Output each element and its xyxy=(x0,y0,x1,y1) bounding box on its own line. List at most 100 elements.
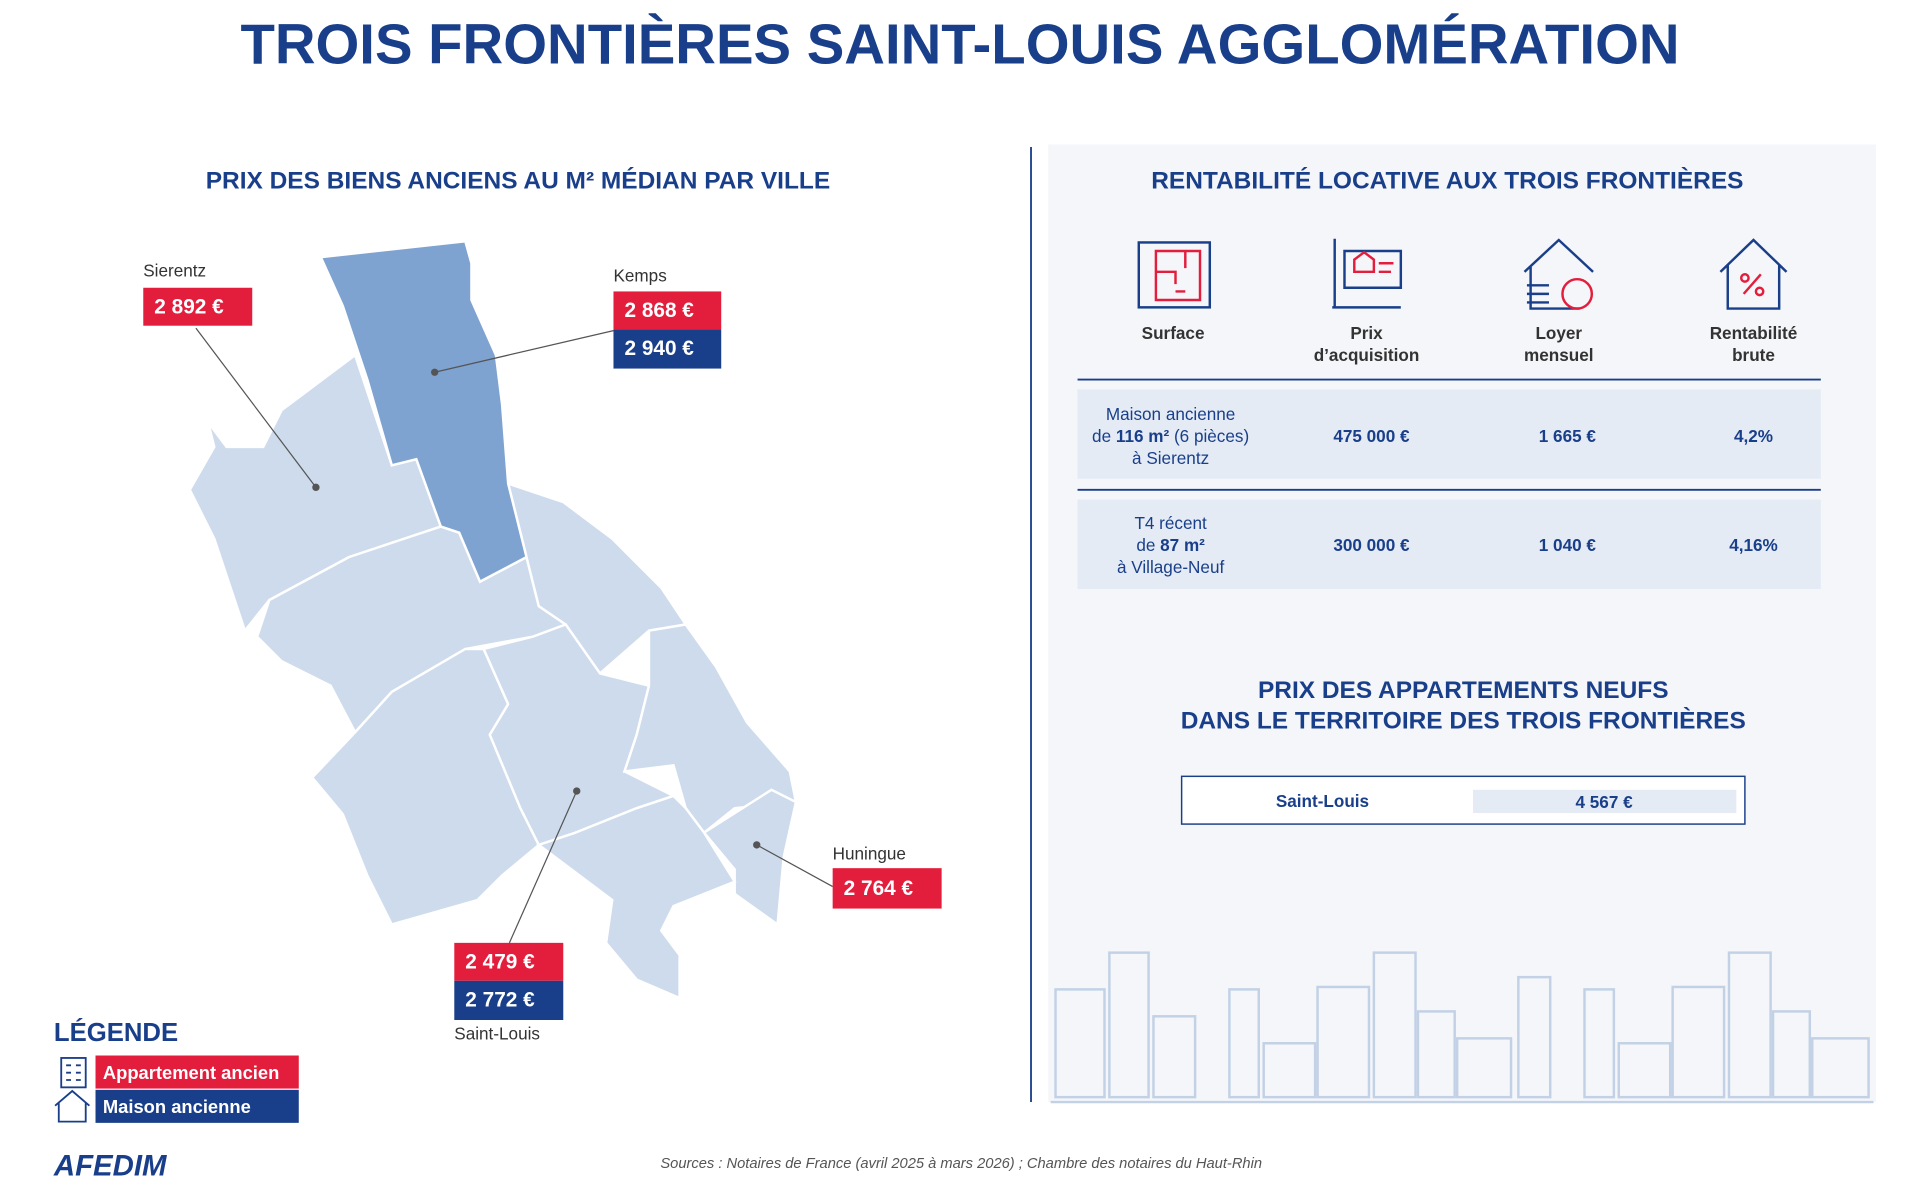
text: 300 000 € xyxy=(1333,535,1410,555)
section-title: DANS LE TERRITOIRE DES TROIS FRONTIÈRES xyxy=(1181,707,1746,735)
shape xyxy=(143,287,253,326)
shape xyxy=(536,794,737,1000)
shape xyxy=(1473,789,1737,814)
text: T4 récent xyxy=(1134,513,1207,533)
shape xyxy=(95,1089,299,1123)
shape xyxy=(1137,241,1212,309)
logo: AFEDIM xyxy=(53,1150,167,1183)
table-row: T4 récent de 87 m² à Village-Neuf 300 00… xyxy=(1077,499,1821,589)
price-label: 2 479 € xyxy=(465,951,535,974)
text: de xyxy=(1092,426,1111,446)
shape xyxy=(622,623,798,835)
city-kemps: Kemps 2 868 € 2 940 € xyxy=(613,266,722,369)
shape xyxy=(753,841,761,849)
section-title: RENTABILITÉ LOCATIVE AUX TROIS FRONTIÈRE… xyxy=(1151,167,1743,195)
text: 116 m² xyxy=(1116,426,1170,446)
shape xyxy=(195,327,317,488)
price-label: 2 772 € xyxy=(465,989,535,1012)
shape: de 116 m² (6 pièces) xyxy=(1092,426,1249,446)
price-label: 2 892 € xyxy=(154,295,224,318)
page-title: TROIS FRONTIÈRES SAINT-LOUIS AGGLOMÉRATI… xyxy=(240,13,1679,76)
text: 475 000 € xyxy=(1333,426,1410,446)
price-label: 2 868 € xyxy=(624,299,694,322)
shape xyxy=(1077,499,1821,589)
shape xyxy=(454,980,564,1020)
text: de xyxy=(1136,535,1155,555)
new-price-row: Saint-Louis 4 567 € xyxy=(1180,775,1746,825)
shape xyxy=(1526,284,1549,304)
shape xyxy=(1517,975,1552,1099)
shape xyxy=(702,788,798,927)
cityscape xyxy=(1050,951,1874,1104)
shape xyxy=(1077,389,1821,479)
shape xyxy=(1152,1015,1197,1099)
table-row: Maison ancienne de 116 m² (6 pièces) à S… xyxy=(1077,389,1821,479)
city-name: Saint-Louis xyxy=(454,1024,540,1044)
shape xyxy=(1754,286,1765,297)
city-saint-louis: 2 479 € 2 772 € Saint-Louis xyxy=(454,942,564,1044)
legend-item: Appartement ancien xyxy=(103,1062,280,1083)
sources: Sources : Notaires de France (avril 2025… xyxy=(660,1156,1262,1172)
shape xyxy=(195,327,833,944)
text: à Sierentz xyxy=(1132,448,1209,468)
shape xyxy=(1372,951,1417,1099)
shape xyxy=(1108,951,1150,1099)
shape xyxy=(832,868,942,909)
shape xyxy=(66,1064,81,1081)
map xyxy=(188,239,833,1000)
shape xyxy=(508,790,578,944)
shape xyxy=(1154,249,1202,302)
text: mensuel xyxy=(1524,345,1593,365)
shape xyxy=(613,291,722,330)
shape xyxy=(1228,988,1260,1099)
shape xyxy=(1583,988,1616,1099)
shape xyxy=(431,368,439,376)
shape xyxy=(1523,238,1594,310)
text: Saint-Louis xyxy=(1276,791,1369,811)
shape: de 87 m² xyxy=(1136,535,1205,555)
text: 4,2% xyxy=(1734,426,1773,446)
legend-title: LÉGENDE xyxy=(54,1018,178,1047)
section-title: PRIX DES APPARTEMENTS NEUFS xyxy=(1258,677,1669,704)
shape xyxy=(95,1055,299,1089)
shape xyxy=(1727,951,1772,1099)
text: 87 m² xyxy=(1160,535,1205,555)
city-name: Kemps xyxy=(613,266,666,286)
text: d’acquisition xyxy=(1314,345,1420,365)
shape xyxy=(1054,988,1106,1099)
text: 4,16% xyxy=(1729,535,1778,555)
text: Rentabilité xyxy=(1710,323,1798,343)
city-huningue: Huningue 2 764 € xyxy=(832,844,942,909)
column-icons xyxy=(1137,238,1788,310)
shape xyxy=(1416,1010,1456,1099)
shape xyxy=(573,787,581,795)
shape xyxy=(1455,1037,1513,1099)
shape xyxy=(434,330,614,373)
price-label: 2 940 € xyxy=(624,337,694,360)
shape xyxy=(319,239,528,584)
shape xyxy=(312,483,320,492)
text: 1 665 € xyxy=(1539,426,1597,446)
shape xyxy=(1740,273,1750,283)
city-sierentz: Sierentz 2 892 € xyxy=(143,261,253,326)
text: Surface xyxy=(1142,323,1205,343)
shape xyxy=(1332,238,1403,309)
shape xyxy=(1262,1042,1317,1099)
text: Maison ancienne xyxy=(1106,404,1235,424)
map-title: PRIX DES BIENS ANCIENS AU M² MÉDIAN PAR … xyxy=(206,167,830,195)
text: Prix xyxy=(1350,323,1383,343)
shape xyxy=(1742,273,1762,295)
shape xyxy=(1771,1010,1812,1099)
shape xyxy=(1316,985,1371,1099)
price-label: 2 764 € xyxy=(844,877,914,900)
legend-item: Maison ancienne xyxy=(103,1096,251,1117)
panel-background xyxy=(1048,144,1876,1103)
table-header: Surface Prix d’acquisition Loyer mensuel… xyxy=(1142,323,1798,365)
shape xyxy=(1811,1037,1870,1099)
text: 1 040 € xyxy=(1539,535,1597,555)
shape xyxy=(613,329,722,369)
shape xyxy=(1617,1042,1672,1099)
city-name: Sierentz xyxy=(143,261,206,281)
text: à Village-Neuf xyxy=(1117,557,1224,577)
